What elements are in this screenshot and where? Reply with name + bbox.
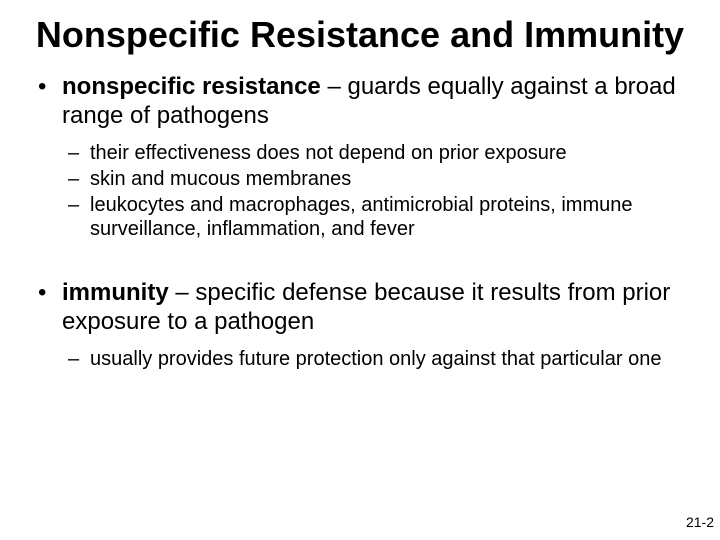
sub-bullet-item: usually provides future protection only … — [62, 347, 690, 371]
spacer — [30, 251, 690, 279]
sub-bullet-list: their effectiveness does not depend on p… — [62, 141, 690, 241]
page-number: 21-2 — [686, 514, 714, 530]
sub-bullet-item: their effectiveness does not depend on p… — [62, 141, 690, 165]
bullet-item: immunity – specific defense because it r… — [30, 279, 690, 371]
term-text: nonspecific resistance — [62, 73, 321, 100]
sub-bullet-item: leukocytes and macrophages, antimicrobia… — [62, 193, 690, 241]
bullet-item: nonspecific resistance – guards equally … — [30, 73, 690, 241]
term-text: immunity — [62, 279, 169, 306]
slide-title: Nonspecific Resistance and Immunity — [30, 14, 690, 55]
bullet-list: nonspecific resistance – guards equally … — [30, 73, 690, 370]
sub-bullet-item: skin and mucous membranes — [62, 167, 690, 191]
slide: Nonspecific Resistance and Immunity nons… — [0, 0, 720, 540]
sub-bullet-list: usually provides future protection only … — [62, 347, 690, 371]
